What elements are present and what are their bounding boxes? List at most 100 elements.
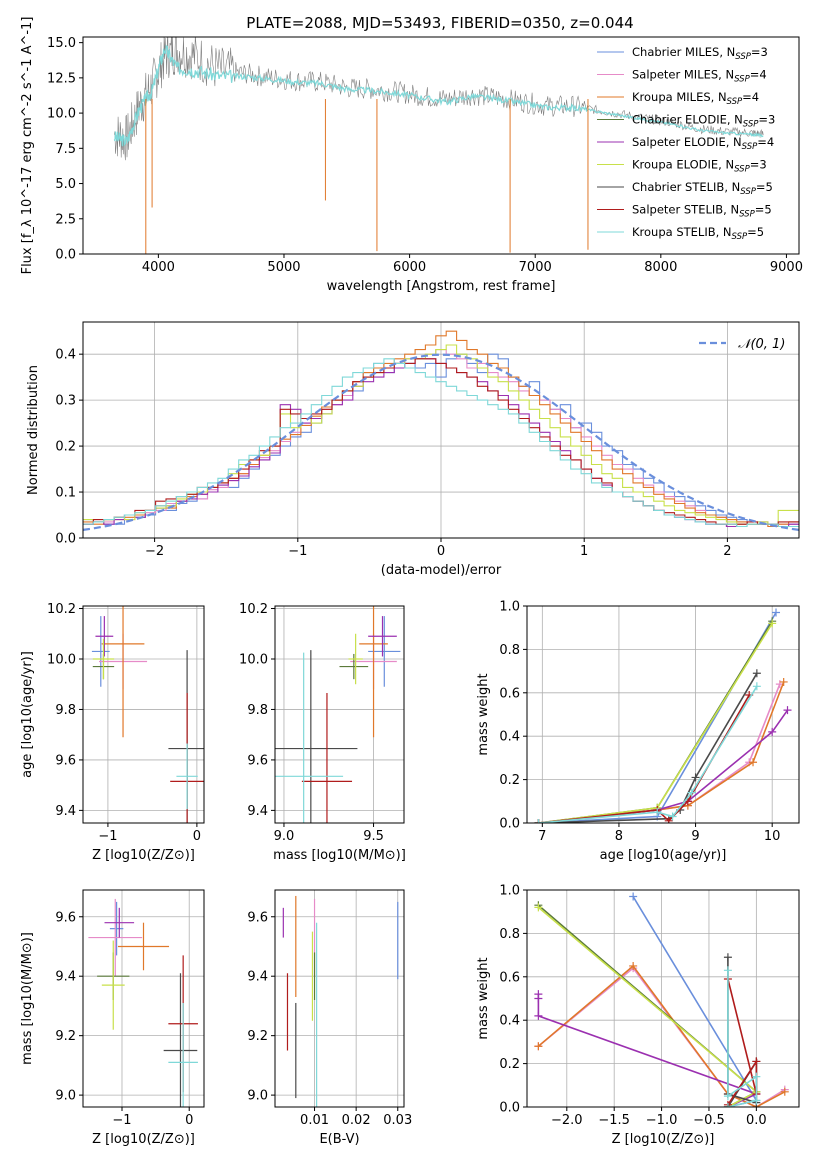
weight-marker [752, 1057, 761, 1066]
panel-age_vs_Z: −1 0 9.4 9.6 9.8 10.0 10.2 Z [log10(Z/Z⊙)] age [… [20, 602, 205, 863]
y-tick-label: 9.6 [247, 910, 268, 925]
legend-sub: SSP [727, 97, 743, 107]
weight-marker [768, 619, 777, 628]
y-tick-label: 10.0 [239, 652, 268, 667]
y-tick-label: 9.8 [55, 703, 76, 718]
y-tick-label: 0.4 [499, 1014, 520, 1029]
x-tick-label: 5000 [267, 260, 300, 275]
y-tick-label: 0.3 [55, 394, 76, 409]
axes-frame [274, 605, 405, 824]
x-tick-label: 6000 [393, 260, 426, 275]
y-tick-label: 10.2 [47, 602, 76, 617]
y-axis-label: mass weight [476, 957, 491, 1039]
y-tick-label: 5.0 [55, 177, 76, 192]
weight-series-line [538, 612, 777, 823]
x-axis-label: (data-model)/error [381, 563, 502, 578]
axes-frame [82, 321, 800, 539]
legend-label: Kroupa ELODIE, N [632, 158, 734, 172]
legend-sub: SSP [743, 120, 759, 130]
x-tick-label: 0 [185, 1113, 193, 1128]
legend-entry: Chabrier STELIB, NSSP=5 [632, 180, 773, 197]
y-tick-label: 0.6 [499, 970, 520, 985]
y-tick-label: 0.0 [55, 248, 76, 263]
x-axis-label: Z [log10(Z/Z⊙)] [92, 1132, 195, 1147]
legend-entry: Chabrier MILES, NSSP=3 [632, 45, 768, 62]
weight-marker [534, 903, 543, 912]
y-tick-label: 0.8 [499, 643, 520, 658]
weight-marker [629, 892, 638, 901]
plot-area [282, 895, 399, 1107]
weight-marker [668, 812, 677, 821]
x-tick-label: 1 [580, 544, 588, 559]
x-tick-label: 4000 [142, 260, 175, 275]
panel-massweight_vs_age: 7 8 9 10 0.0 0.2 0.4 0.6 0.8 1.0 age [log10(age/yr… [476, 600, 800, 863]
y-tick-label: 9.4 [247, 970, 268, 985]
y-tick-label: 0.0 [499, 817, 520, 832]
x-tick-label: −2 [145, 544, 164, 559]
y-tick-label: 0.1 [55, 486, 76, 501]
y-tick-label: 9.2 [55, 1029, 76, 1044]
y-tick-label: 9.0 [247, 1089, 268, 1104]
panel-spectrum: 4000 5000 6000 7000 8000 9000 0.0 2.5 5.0 7.5 10.0… [20, 17, 803, 294]
y-tick-label: 10.0 [47, 652, 76, 667]
x-axis-label: mass [log10(M/M⊙)] [273, 848, 406, 863]
x-tick-label: 0.03 [383, 1113, 412, 1128]
axes-frame [274, 889, 405, 1108]
panel-mass_vs_Z: −1 0 9.0 9.2 9.4 9.6 Z [log10(Z/Z⊙)] mass [log1… [20, 889, 205, 1147]
panel-mass_vs_EBV: 0.01 0.02 0.03 9.0 9.2 9.4 9.6 E(B-V) [247, 889, 412, 1147]
axes-frame [526, 889, 800, 1108]
legend-value: =4 [742, 90, 759, 104]
x-tick-label: 9 [691, 829, 699, 844]
legend-label: Kroupa STELIB, N [632, 225, 732, 239]
x-tick-label: 7 [538, 829, 546, 844]
weight-marker [723, 953, 732, 962]
gaussian-curve [83, 353, 799, 531]
y-tick-label: 15.0 [47, 36, 76, 51]
legend-entry: Kroupa STELIB, NSSP=5 [632, 225, 764, 242]
figure-title: PLATE=2088, MJD=53493, FIBERID=0350, z=0… [246, 14, 633, 32]
weight-series-line [538, 685, 758, 823]
x-tick-label: 8 [615, 829, 623, 844]
weight-marker [749, 758, 758, 767]
legend-sub: SSP [739, 210, 755, 220]
y-tick-label: 0.8 [499, 927, 520, 942]
y-tick-label: 9.8 [247, 703, 268, 718]
legend-sub: SSP [734, 165, 750, 175]
y-axis-label: Normed distribution [26, 365, 41, 495]
x-tick-label: 9000 [770, 260, 803, 275]
x-tick-label: 0 [193, 829, 201, 844]
y-tick-label: 9.4 [55, 804, 76, 819]
weight-series-line [537, 906, 758, 1107]
y-tick-label: 7.5 [55, 142, 76, 157]
weight-marker [752, 1096, 761, 1105]
weight-marker [772, 608, 781, 617]
y-tick-label: 0.0 [55, 532, 76, 547]
x-tick-label: 9.0 [274, 829, 295, 844]
y-axis-label: mass weight [476, 673, 491, 755]
x-tick-label: −1 [112, 1113, 131, 1128]
legend-label: Salpeter MILES, N [632, 68, 734, 82]
y-tick-label: 0.4 [55, 348, 76, 363]
x-tick-label: −1 [98, 829, 117, 844]
x-tick-label: 0.0 [746, 1113, 767, 1128]
legend-label: Salpeter STELIB, N [632, 203, 739, 217]
x-tick-label: −1.5 [598, 1113, 630, 1128]
legend-sub: SSP [735, 52, 751, 62]
y-tick-label: 0.6 [499, 686, 520, 701]
x-tick-label: 2 [723, 544, 731, 559]
x-tick-label: 0 [437, 544, 445, 559]
x-tick-label: 0.01 [300, 1113, 329, 1128]
x-axis-label: E(B-V) [319, 1132, 359, 1147]
x-tick-label: −2.0 [551, 1113, 583, 1128]
y-tick-label: 10.2 [239, 602, 268, 617]
legend-label: Salpeter ELODIE, N [632, 135, 742, 149]
legend-value: =4 [757, 135, 774, 149]
axes-frame [82, 36, 800, 255]
x-tick-label: 9.5 [363, 829, 384, 844]
axes-frame [82, 889, 205, 1108]
weight-marker [534, 1011, 543, 1020]
legend-entry: Kroupa ELODIE, NSSP=3 [632, 158, 767, 175]
weight-marker [779, 677, 788, 686]
y-axis-label: mass [log10(M/M⊙)] [20, 932, 35, 1065]
